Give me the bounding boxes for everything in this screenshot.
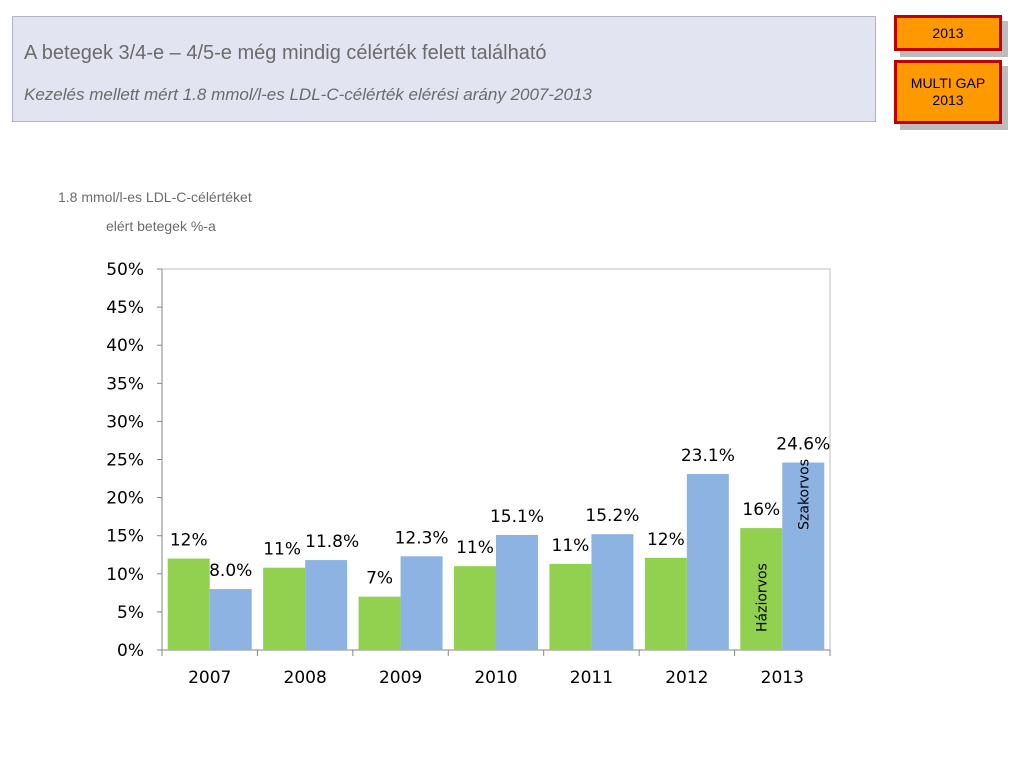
y-axis-title-line1: 1.8 mmol/l-es LDL-C-célértéket <box>58 189 252 205</box>
data-label: 23.1% <box>681 446 735 466</box>
y-axis-title-line2: elért betegek %-a <box>106 218 216 234</box>
bar-szakorvos-2009 <box>400 556 443 650</box>
bar-szakorvos-2010 <box>496 534 538 650</box>
y-tick-label: 20% <box>106 489 144 509</box>
data-label: 24.6% <box>776 435 830 455</box>
x-tick-label: 2010 <box>474 668 517 688</box>
multi-gap-badge-line1: MULTI GAP <box>910 75 986 91</box>
series-label-haziorvos: Háziorvos <box>754 563 770 632</box>
data-label: 12.3% <box>395 528 449 548</box>
y-tick-label: 35% <box>106 374 144 394</box>
year-badge-label: 2013 <box>932 24 964 41</box>
data-label: 8.0% <box>209 561 252 581</box>
y-tick-label: 15% <box>106 527 144 547</box>
x-tick-label: 2012 <box>665 668 708 688</box>
bar-szakorvos-2008 <box>305 560 348 650</box>
y-tick-label: 40% <box>106 336 144 356</box>
data-label: 11% <box>456 538 494 558</box>
data-label: 11% <box>552 536 590 556</box>
data-label: 11.8% <box>305 532 359 552</box>
x-tick-label: 2013 <box>761 668 804 688</box>
page-title: A betegek 3/4-e – 4/5-e még mindig célér… <box>24 42 547 64</box>
bar-szakorvos-2007 <box>209 589 252 650</box>
data-label: 12% <box>170 531 208 551</box>
y-tick-label: 10% <box>106 565 144 585</box>
data-label: 12% <box>647 530 685 550</box>
bar-háziorvos-2007 <box>167 558 210 650</box>
y-tick-label: 30% <box>106 412 144 432</box>
y-tick-label: 5% <box>117 603 144 623</box>
bar-háziorvos-2013 <box>740 528 783 650</box>
y-tick-label: 45% <box>106 298 144 318</box>
bar-háziorvos-2009 <box>358 596 401 650</box>
series-label-szakorvos: Szakorvos <box>796 459 812 530</box>
y-tick-label: 0% <box>117 641 144 661</box>
header-panel: A betegek 3/4-e – 4/5-e még mindig célér… <box>12 16 876 122</box>
data-label: 16% <box>742 500 780 520</box>
data-label: 15.1% <box>490 507 544 527</box>
year-badge: 2013 <box>894 15 1002 51</box>
bar-háziorvos-2010 <box>454 566 496 650</box>
x-tick-label: 2011 <box>570 668 613 688</box>
y-tick-label: 25% <box>106 451 144 471</box>
x-tick-label: 2009 <box>379 668 422 688</box>
page-subtitle: Kezelés mellett mért 1.8 mmol/l-es LDL-C… <box>24 85 592 104</box>
x-tick-label: 2008 <box>284 668 327 688</box>
multi-gap-badge-line2: 2013 <box>932 92 964 108</box>
bar-szakorvos-2012 <box>686 473 729 650</box>
x-tick-label: 2007 <box>188 668 231 688</box>
multi-gap-badge: MULTI GAP 2013 <box>894 60 1002 124</box>
data-label: 15.2% <box>585 506 639 526</box>
bar-háziorvos-2011 <box>549 563 592 650</box>
bar-háziorvos-2012 <box>644 557 687 650</box>
y-tick-label: 50% <box>106 260 144 280</box>
bar-szakorvos-2013 <box>782 462 825 650</box>
bar-szakorvos-2011 <box>591 534 634 650</box>
data-label: 11% <box>263 540 301 560</box>
data-label: 7% <box>366 569 393 589</box>
bar-háziorvos-2008 <box>263 567 306 650</box>
